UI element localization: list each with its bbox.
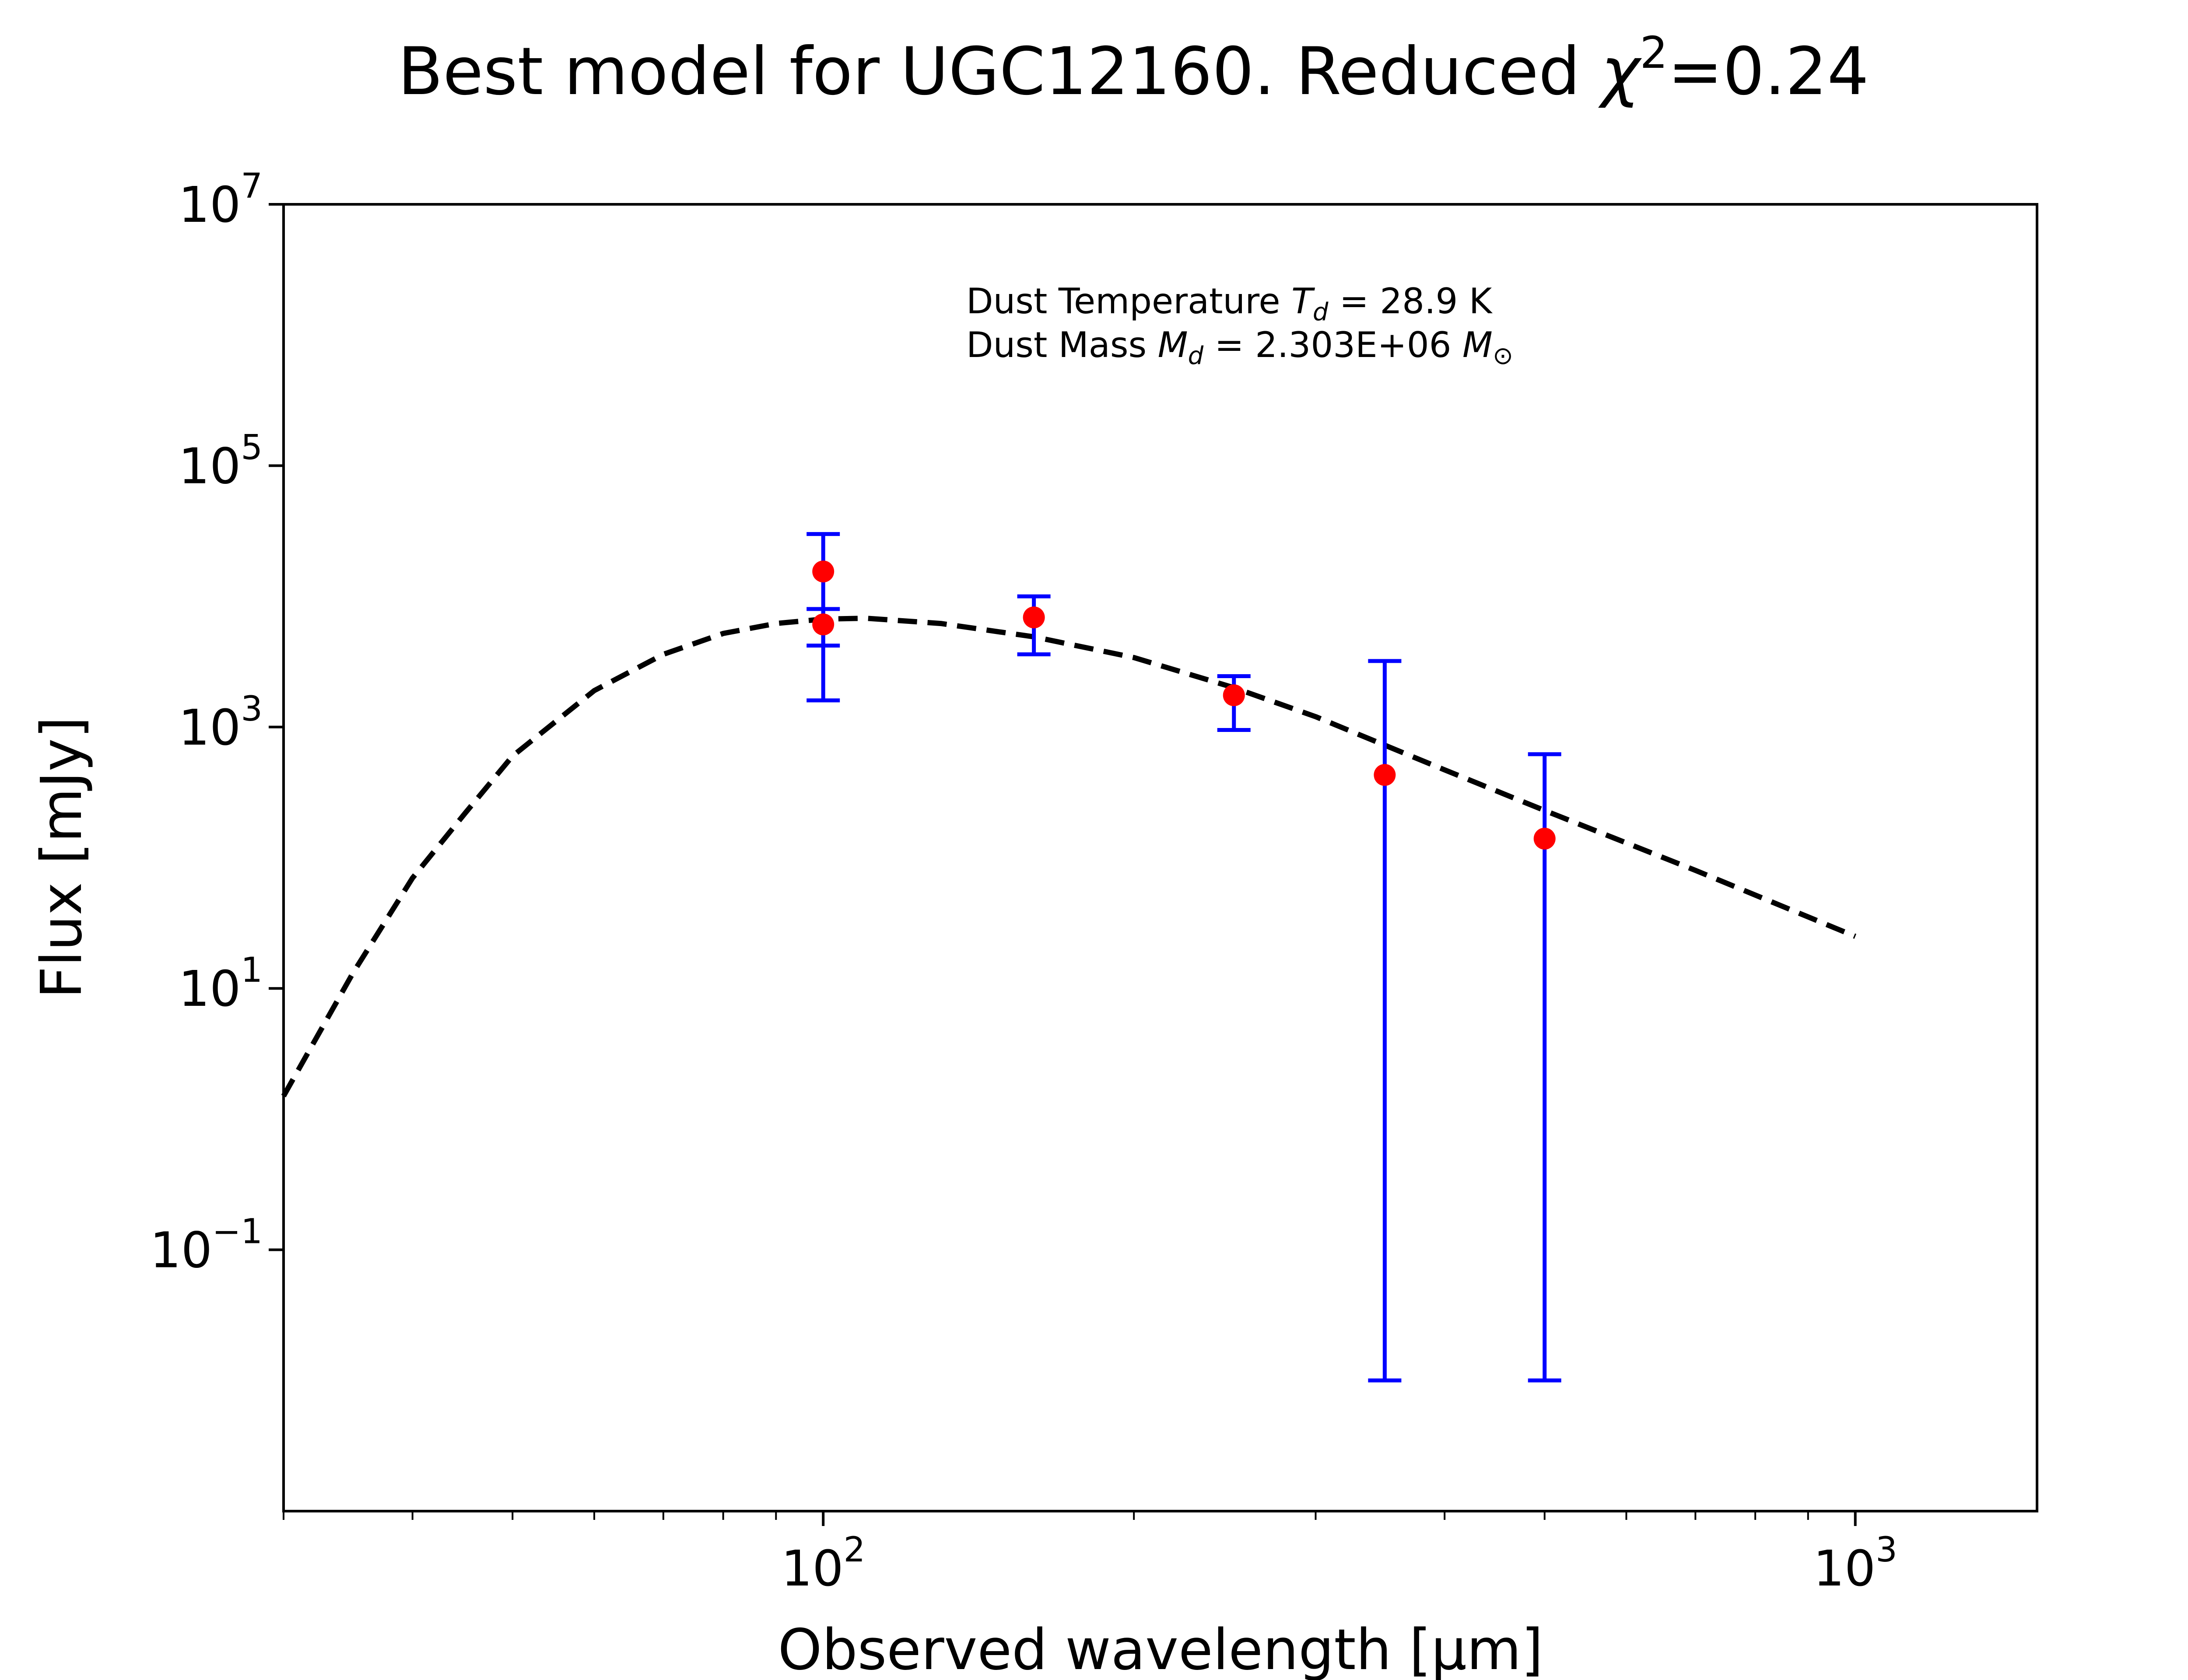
y-tick-label: 107 bbox=[179, 167, 263, 234]
annot-mass-sym: M bbox=[1158, 325, 1188, 365]
y-tick-label: 101 bbox=[179, 951, 263, 1018]
y-tick-base: 10 bbox=[179, 700, 241, 756]
observed-point bbox=[1223, 684, 1245, 707]
x-tick-base: 10 bbox=[1813, 1540, 1876, 1597]
x-tick-label: 103 bbox=[1813, 1530, 1897, 1597]
observed-point bbox=[1374, 764, 1396, 786]
y-tick-base: 10 bbox=[179, 438, 241, 495]
annot-mass-sym2: M bbox=[1462, 325, 1493, 365]
y-tick-exp: 5 bbox=[241, 428, 263, 467]
annot-temp-sym: T bbox=[1291, 281, 1315, 322]
y-axis-label: Flux [mJy] bbox=[29, 717, 95, 999]
annotation-temperature: Dust Temperature Td = 28.9 K bbox=[966, 281, 1493, 326]
x-axis-ticks: 102 103 bbox=[283, 1511, 1897, 1597]
y-tick-base: 10 bbox=[179, 177, 241, 234]
y-tick-base: 10 bbox=[150, 1222, 213, 1279]
y-tick-base: 10 bbox=[179, 961, 241, 1018]
title-suffix: =0.24 bbox=[1668, 34, 1869, 110]
observed-point bbox=[812, 613, 835, 636]
y-tick-exp: −1 bbox=[212, 1212, 263, 1252]
title-chi: χ bbox=[1598, 34, 1642, 110]
y-tick-label: 103 bbox=[179, 690, 263, 756]
model-curve bbox=[281, 616, 1856, 1098]
x-tick-exp: 2 bbox=[844, 1530, 866, 1570]
x-tick-label: 102 bbox=[781, 1530, 865, 1597]
annot-mass-mid: = 2.303E+06 bbox=[1203, 325, 1462, 365]
observed-point bbox=[812, 560, 835, 583]
y-tick-exp: 3 bbox=[241, 690, 263, 729]
annot-temp-sub: d bbox=[1313, 298, 1329, 326]
annot-mass-sub2: ⊙ bbox=[1493, 342, 1513, 370]
title-chi-exp: 2 bbox=[1640, 27, 1668, 78]
errorbars-group bbox=[806, 532, 1561, 1382]
observed-point bbox=[1533, 827, 1556, 850]
y-tick-label: 10−1 bbox=[150, 1212, 263, 1279]
annot-temp-suffix: = 28.9 K bbox=[1328, 281, 1493, 322]
annot-mass-prefix: Dust Mass bbox=[966, 325, 1158, 365]
x-axis-label: Observed wavelength [μm] bbox=[778, 1617, 1543, 1680]
observed-points-group bbox=[812, 560, 1556, 850]
plot-frame bbox=[282, 203, 2038, 1512]
title-prefix: Best model for UGC12160. Reduced bbox=[398, 34, 1601, 110]
annot-temp-prefix: Dust Temperature bbox=[966, 281, 1291, 322]
model-curve-group bbox=[281, 616, 1856, 1098]
annotation-mass: Dust Mass Md = 2.303E+06 M⊙ bbox=[966, 325, 1513, 370]
y-tick-exp: 1 bbox=[241, 951, 263, 990]
x-tick-base: 10 bbox=[781, 1540, 844, 1597]
y-tick-label: 105 bbox=[179, 428, 263, 495]
observed-point bbox=[1023, 606, 1045, 629]
y-tick-exp: 7 bbox=[241, 167, 263, 206]
x-tick-exp: 3 bbox=[1876, 1530, 1897, 1570]
chart-title: Best model for UGC12160. Reduced χ2=0.24 bbox=[398, 27, 1869, 110]
annot-mass-sub: d bbox=[1188, 342, 1204, 370]
